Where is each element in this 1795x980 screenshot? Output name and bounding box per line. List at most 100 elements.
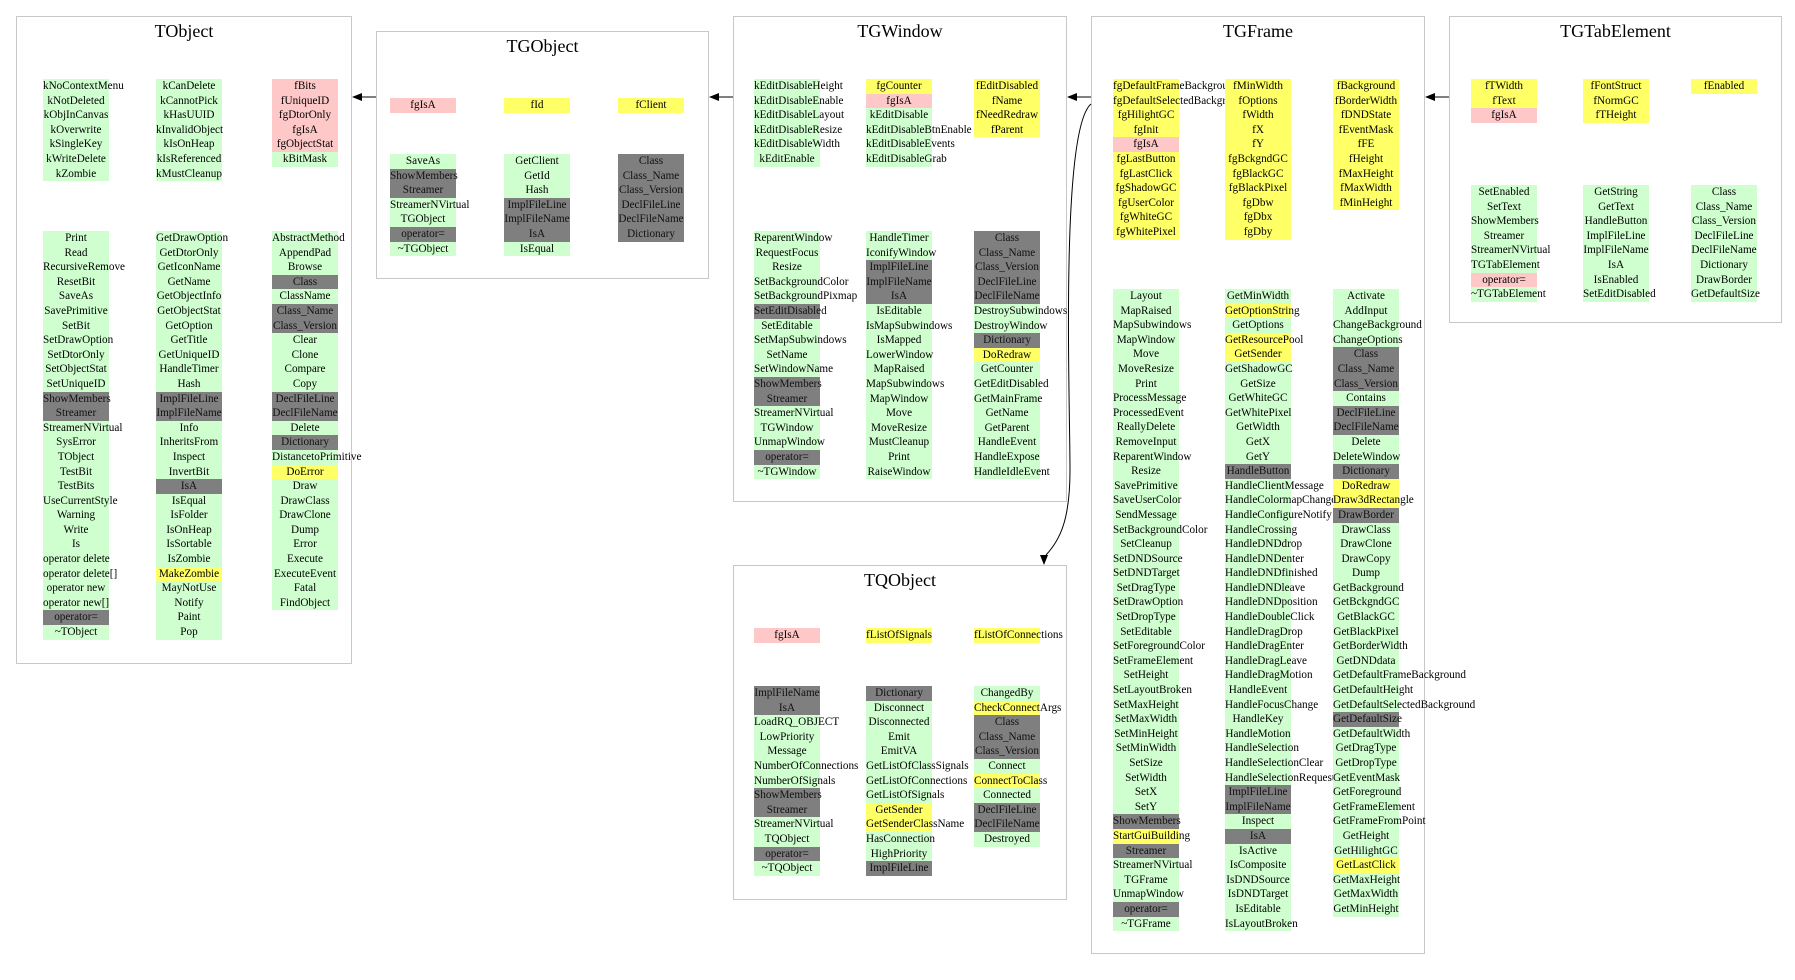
class-member: Class_Version — [1333, 376, 1399, 392]
class-member: GetDropType — [1333, 756, 1399, 771]
class-member: Error — [272, 537, 338, 553]
class-member: SaveAs — [43, 289, 109, 304]
class-member: SetEditable — [1113, 624, 1179, 640]
class-member: SetEditable — [754, 318, 820, 334]
class-member: kZombie — [43, 166, 109, 182]
class-member: RequestFocus — [754, 245, 820, 261]
class-member: SetCleanup — [1113, 537, 1179, 552]
class-member: ImplFileLine — [156, 391, 222, 407]
class-member: DeclFileLine — [1333, 405, 1399, 421]
class-member: GetSize — [1225, 376, 1291, 392]
class-member: TGWindow — [754, 420, 820, 436]
class-member: GetDefaultSize — [1333, 712, 1402, 727]
member-group: ImplFileName IsA LoadRQ_OBJECT LowPriority M… — [754, 686, 858, 876]
class-member: SetLayoutBroken — [1113, 683, 1192, 698]
class-member: MapRaised — [1113, 303, 1179, 319]
arrowhead — [1040, 555, 1048, 565]
class-member: Streamer — [754, 391, 820, 407]
class-member: ImplFileName — [156, 406, 222, 421]
class-member: fgIsA — [1113, 137, 1179, 152]
class-member: SetDrawOption — [1113, 595, 1184, 611]
class-member: Fatal — [272, 581, 338, 596]
class-member: UnmapWindow — [754, 435, 826, 450]
class-member: Draw3dRectangle — [1333, 493, 1414, 508]
class-member: fgBlackGC — [1225, 166, 1291, 182]
class-member: DeclFileLine — [974, 802, 1040, 818]
class-member: DrawCopy — [1333, 551, 1399, 567]
class-member: fBits — [272, 79, 338, 94]
class-member: GetMaxWidth — [1333, 887, 1399, 902]
class-member: ExecuteEvent — [272, 566, 338, 582]
class-member: fEventMask — [1333, 122, 1399, 138]
class-member: SetMaxWidth — [1113, 712, 1179, 727]
class-member: fgObjectStat — [272, 137, 338, 152]
class-member: DeclFileName — [618, 212, 684, 227]
class-member: fFontStruct — [1583, 79, 1649, 94]
arrowhead — [709, 93, 719, 101]
class-member: GetMinHeight — [1333, 901, 1399, 917]
class-title: TGFrame — [1223, 21, 1293, 41]
class-member: GetLastClick — [1333, 858, 1399, 873]
class-member: HandleTimer — [156, 362, 222, 377]
class-member: CheckConnectArgs — [974, 700, 1062, 716]
class-member: GetEditDisabled — [974, 376, 1049, 392]
class-member: fParent — [974, 122, 1040, 138]
class-member: DeclFileName — [974, 817, 1040, 832]
class-member: kMustCleanup — [156, 166, 222, 182]
class-member: fY — [1225, 137, 1291, 152]
class-member: Dictionary — [1691, 257, 1757, 273]
class-member: GetBlackGC — [1333, 610, 1399, 625]
class-member: IsLayoutBroken — [1225, 916, 1298, 932]
class-member: DeclFileLine — [1691, 228, 1757, 244]
class-member: DeclFileLine — [618, 197, 684, 213]
class-member: RaiseWindow — [866, 464, 932, 480]
class-title: TObject — [154, 21, 214, 41]
member-group: fId — [504, 98, 570, 113]
member-group: fClient — [618, 98, 684, 113]
class-member: HandleDNDleave — [1225, 580, 1306, 596]
class-member: GetDefaultWidth — [1333, 726, 1411, 742]
class-member: DeclFileLine — [272, 391, 338, 407]
class-member: fgDbx — [1225, 210, 1291, 225]
class-member: Notify — [156, 595, 222, 611]
class-member: IsDNDSource — [1225, 872, 1291, 888]
class-member: Print — [43, 231, 109, 246]
class-member: SetMaxHeight — [1113, 697, 1179, 713]
class-member: MapWindow — [1113, 332, 1179, 348]
class-member: SaveAs — [390, 154, 456, 169]
class-member: DeclFileName — [272, 406, 338, 421]
class-member: kBitMask — [272, 151, 338, 167]
class-member: Dictionary — [974, 333, 1040, 348]
class-member: GetMaxHeight — [1333, 872, 1401, 888]
class-member: Info — [156, 420, 222, 436]
class-member: kIsOnHeap — [156, 137, 222, 152]
class-member: SetHeight — [1113, 668, 1179, 684]
class-member: HandleDNDdrop — [1225, 537, 1303, 552]
class-member: SysError — [43, 435, 109, 450]
class-member: fTHeight — [1583, 108, 1649, 123]
class-member: fgCounter — [866, 79, 932, 94]
class-member: kEditEnable — [754, 151, 820, 167]
class-member: fFE — [1333, 137, 1399, 152]
class-member: fMaxWidth — [1333, 181, 1399, 196]
class-member: operator= — [754, 846, 820, 862]
class-member: ProcessMessage — [1113, 391, 1187, 406]
class-member: operator new — [43, 581, 109, 596]
class-member: HandleDNDenter — [1225, 551, 1304, 567]
class-member: GetSender — [1225, 347, 1291, 362]
member-group: GetDrawOption GetDtorOnly GetIconName GetNa… — [156, 231, 229, 640]
member-group: GetClient GetId Hash ImplFileLine ImplFileNa… — [504, 154, 570, 257]
class-member: MapSubwindows — [866, 376, 945, 392]
class-member: ReparentWindow — [754, 231, 833, 246]
class-member: Streamer — [754, 802, 820, 818]
class-member: fgInit — [1113, 122, 1179, 138]
class-member: SetText — [1471, 199, 1537, 215]
class-member: GetForeground — [1333, 785, 1402, 800]
class-member: GetDrawOption — [156, 231, 229, 246]
class-member: Dump — [1333, 566, 1399, 581]
class-member: SetDrawOption — [43, 333, 114, 348]
class-member: kCanDelete — [156, 79, 222, 94]
class-member: DeclFileName — [1333, 420, 1399, 435]
class-member: IsEqual — [504, 241, 570, 257]
class-member: DeclFileName — [1691, 243, 1757, 258]
